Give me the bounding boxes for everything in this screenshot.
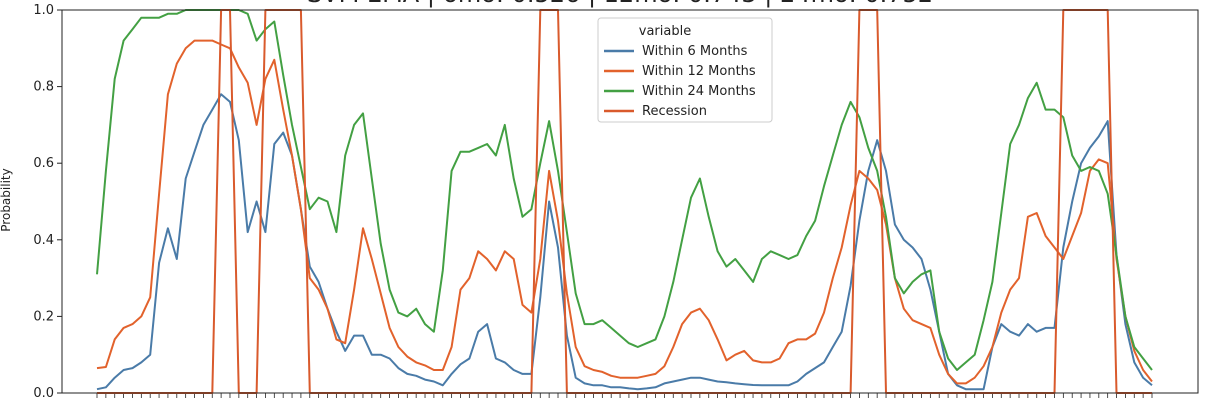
series-line bbox=[96, 93, 1153, 391]
legend-label: Recession bbox=[642, 104, 707, 119]
series-line bbox=[96, 39, 1153, 385]
legend-label: Within 24 Months bbox=[642, 84, 756, 99]
y-tick-label: 1.0 bbox=[33, 3, 54, 18]
plot-frame bbox=[61, 9, 1199, 394]
y-tick-label: 0.8 bbox=[33, 80, 54, 95]
y-axis-label: Probability bbox=[0, 168, 13, 231]
series-line bbox=[96, 9, 1153, 371]
y-tick-label: 0.0 bbox=[33, 386, 54, 401]
legend-title: variable bbox=[639, 24, 691, 39]
y-tick-label: 0.6 bbox=[33, 156, 54, 171]
y-tick-label: 0.4 bbox=[33, 233, 54, 248]
legend-label: Within 6 Months bbox=[642, 44, 748, 59]
y-tick-label: 0.2 bbox=[33, 309, 54, 324]
legend-label: Within 12 Months bbox=[642, 64, 756, 79]
chart-title: SVM EMA | 6mo: 0.526 | 12mo: 0.743 | 24m… bbox=[307, 0, 933, 8]
legend-box bbox=[597, 17, 773, 123]
